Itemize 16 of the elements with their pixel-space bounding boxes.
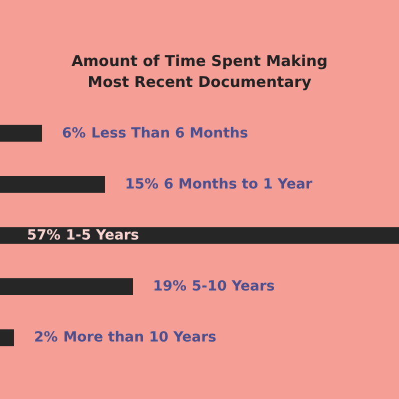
y-tick-label: More than 10 Years: [63, 330, 216, 346]
y-tick-label: 6 Months to 1 Year: [164, 176, 312, 192]
bar: [0, 329, 14, 346]
chart-title: Amount of Time Spent Making Most Recent Documentary: [71, 52, 328, 91]
data-label: 15%: [125, 176, 159, 192]
data-label: 2%: [34, 330, 58, 346]
data-label: 19%: [153, 278, 187, 295]
y-tick-label: Less Than 6 Months: [91, 125, 248, 142]
data-label: 57%: [27, 228, 61, 244]
y-tick-label: 1-5 Years: [66, 228, 140, 244]
bar: [0, 124, 42, 142]
bar: [0, 278, 133, 296]
bar: [0, 176, 105, 193]
y-tick-label: 5-10 Years: [192, 278, 275, 295]
data-label: 6%: [62, 125, 86, 142]
bar: [0, 227, 399, 244]
